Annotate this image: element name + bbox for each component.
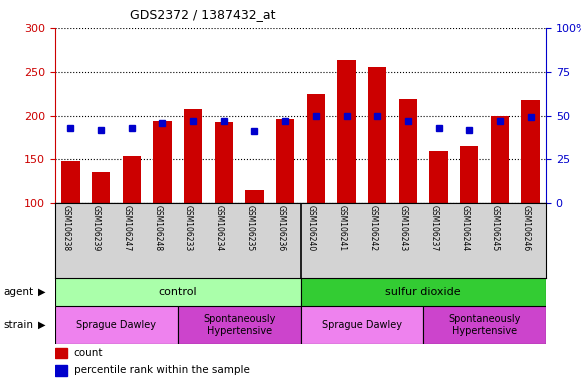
Text: GSM106234: GSM106234	[215, 205, 224, 252]
Text: GSM106243: GSM106243	[399, 205, 408, 252]
Bar	[184, 109, 202, 203]
Text: GSM106237: GSM106237	[429, 205, 439, 252]
Text: strain: strain	[3, 320, 33, 330]
Bar	[338, 60, 356, 203]
Text: ▶: ▶	[38, 320, 45, 330]
Bar	[245, 190, 264, 203]
Text: GSM106247: GSM106247	[123, 205, 132, 252]
Bar	[55, 306, 178, 344]
Text: GSM106245: GSM106245	[491, 205, 500, 252]
Text: control: control	[159, 287, 197, 297]
Text: Sprague Dawley: Sprague Dawley	[322, 320, 402, 330]
Text: GSM106236: GSM106236	[276, 205, 285, 252]
Text: count: count	[74, 348, 103, 358]
Text: sulfur dioxide: sulfur dioxide	[385, 287, 461, 297]
Text: GSM106246: GSM106246	[522, 205, 530, 252]
Bar	[300, 278, 546, 306]
Bar	[429, 151, 448, 203]
Text: GSM106248: GSM106248	[153, 205, 163, 252]
Bar	[276, 119, 295, 203]
Text: ▶: ▶	[38, 287, 45, 297]
Text: GSM106241: GSM106241	[338, 205, 346, 252]
Bar	[460, 146, 479, 203]
Bar	[153, 121, 171, 203]
Text: GSM106233: GSM106233	[184, 205, 193, 252]
Text: agent: agent	[3, 287, 33, 297]
Bar	[423, 306, 546, 344]
Bar	[399, 99, 417, 203]
Text: GSM106244: GSM106244	[460, 205, 469, 252]
Bar	[92, 172, 110, 203]
Text: GSM106240: GSM106240	[307, 205, 316, 252]
Bar	[55, 278, 300, 306]
Bar	[522, 100, 540, 203]
Bar	[55, 348, 67, 358]
Bar	[123, 156, 141, 203]
Bar	[61, 161, 80, 203]
Bar	[178, 306, 300, 344]
Bar	[491, 116, 509, 203]
Text: GDS2372 / 1387432_at: GDS2372 / 1387432_at	[130, 8, 275, 21]
Bar	[307, 94, 325, 203]
Text: GSM106235: GSM106235	[245, 205, 254, 252]
Bar	[55, 365, 67, 376]
Text: Spontaneously
Hypertensive: Spontaneously Hypertensive	[449, 314, 521, 336]
Bar	[214, 122, 233, 203]
Text: percentile rank within the sample: percentile rank within the sample	[74, 365, 249, 375]
Text: Sprague Dawley: Sprague Dawley	[76, 320, 156, 330]
Text: Spontaneously
Hypertensive: Spontaneously Hypertensive	[203, 314, 275, 336]
Text: GSM106238: GSM106238	[62, 205, 70, 252]
Text: GSM106242: GSM106242	[368, 205, 377, 252]
Text: GSM106239: GSM106239	[92, 205, 101, 252]
Bar	[300, 306, 423, 344]
Bar	[368, 67, 386, 203]
